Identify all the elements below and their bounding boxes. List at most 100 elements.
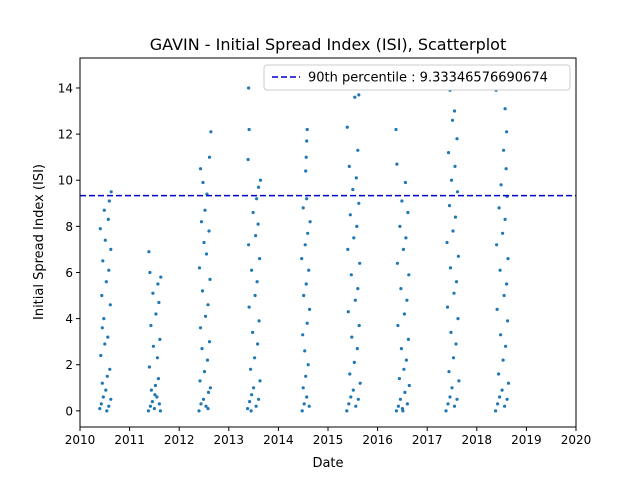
scatter-point [308,307,312,311]
scatter-point [505,282,509,286]
scatter-point [208,386,212,390]
scatter-point [99,402,103,406]
scatter-point [147,250,151,254]
scatter-point [258,379,262,383]
scatter-point [307,404,311,408]
scatter-point [348,213,352,217]
scatter-point [498,268,502,272]
scatter-point [256,222,260,226]
scatter-point [455,397,459,401]
scatter-point [200,347,204,351]
scatter-point [148,270,152,275]
scatter-point [107,199,111,203]
scatter-point [202,370,207,374]
scatter-point [353,95,357,99]
scatter-point [151,291,155,295]
y-tick-label: 0 [65,404,73,418]
x-tick-label: 2013 [214,433,245,447]
scatter-point [257,319,261,323]
scatter-point [206,390,211,394]
scatter-point [505,130,509,134]
scatter-point [401,409,405,413]
scatter-point [402,367,406,371]
scatter-point [503,404,507,408]
scatter-point [394,409,398,413]
y-tick-label: 2 [65,358,73,372]
scatter-point [255,197,259,201]
scatter-point [150,400,154,404]
scatter-point [103,342,107,346]
scatter-point [153,383,157,388]
y-axis-ticks: 0 2 4 6 8 10 12 14 [58,81,80,418]
scatter-point [198,379,202,383]
scatter-point [347,164,351,168]
scatter-point [304,282,308,286]
scatter-point [203,208,207,212]
scatter-point [454,342,458,346]
scatter-point [401,247,405,251]
scatter-point [149,388,153,392]
scatter-point [205,358,210,362]
scatter-point [148,404,152,408]
scatter-points [98,86,511,413]
scatter-point [357,93,361,97]
scatter-point [398,397,402,401]
scatter-point [305,127,309,132]
scatter-point [199,220,204,224]
scatter-point [348,372,352,376]
scatter-point [154,312,158,316]
scatter-point [345,125,349,129]
scatter-point [251,210,255,215]
scatter-point [453,164,457,168]
scatter-point [105,409,109,413]
scatter-point [446,151,451,155]
scatter-point [257,185,261,189]
scatter-point [107,404,111,408]
scatter-point [206,407,210,411]
scatter-point [504,167,508,171]
scatter-point [107,268,111,272]
scatter-point [305,395,309,399]
scatter-point [100,326,104,330]
scatter-point [405,298,409,302]
scatter-point [104,280,108,284]
scatter-point [206,303,210,307]
plot-frame [79,57,577,428]
x-tick-label: 2014 [263,433,294,447]
scatter-point [108,303,112,307]
scatter-point [207,340,212,344]
scatter-point [403,180,407,185]
scatter-point [252,386,256,390]
scatter-point [159,275,163,279]
scatter-point [158,409,162,413]
scatter-point [505,397,509,401]
scatter-point [396,323,400,328]
scatter-point [198,326,203,330]
scatter-point [209,130,213,134]
scatter-point [246,407,250,411]
scatter-point [347,402,351,406]
scatter-point [496,402,500,406]
scatter-point [305,321,309,325]
scatter-point [498,395,502,399]
scatter-point [506,319,510,323]
scatter-point [352,360,356,364]
scatter-point [201,180,205,185]
scatter-point [448,395,452,399]
scatter-point [447,370,451,374]
x-tick-label: 2018 [462,433,493,447]
scatter-point [406,210,410,215]
scatter-point [405,402,409,406]
scatter-point [249,409,253,413]
scatter-point [157,300,161,305]
scatter-point [258,178,263,182]
scatter-point [497,372,501,376]
scatter-point [354,176,358,180]
scatter-point [156,377,160,381]
scatter-point [248,400,252,404]
scatter-point [448,266,453,270]
scatter-point [504,344,508,348]
scatter-point [394,127,398,132]
scatter-point [454,280,459,284]
scatter-point [247,305,251,309]
